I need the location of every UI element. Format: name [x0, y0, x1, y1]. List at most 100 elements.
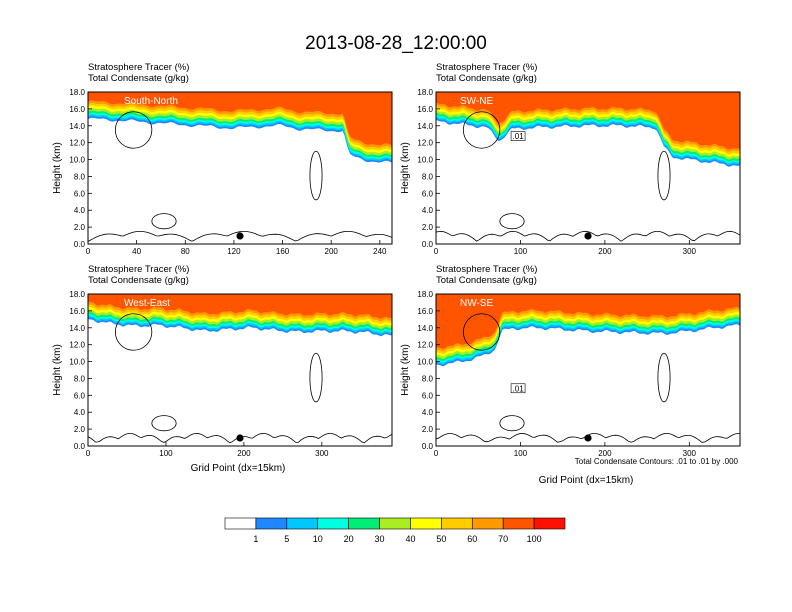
y-tick-label: 18.0 [69, 290, 85, 299]
x-tick-label: 100 [514, 449, 528, 458]
colorbar-box [286, 517, 319, 530]
colorbar-box [224, 517, 257, 530]
x-tick-label: 200 [325, 247, 339, 256]
panel-sw-ne: SW-NE .01 0.0 2.0 4.0 6.0 8.0 10.0 12.0 14.0 16.0 1… [400, 62, 741, 256]
sub-label-tracer: Stratosphere Tracer (%) [88, 264, 189, 275]
y-axis-label: Height (km) [400, 142, 411, 194]
plot-frame [87, 91, 393, 245]
colorbar-box [317, 517, 349, 530]
section-label: West-East [124, 298, 170, 309]
tracer-band [436, 294, 740, 349]
y-tick-label: 2.0 [74, 425, 86, 434]
y-tick-label: 8.0 [422, 374, 434, 383]
y-tick-label: 8.0 [422, 172, 434, 181]
y-tick-label: 6.0 [422, 391, 434, 400]
sub-label-condensate: Total Condensate (g/kg) [436, 73, 537, 84]
y-tick-label: 10.0 [69, 156, 85, 165]
tracer-field [88, 294, 392, 444]
panel-west-east: West-East 0.0 2.0 4.0 6.0 8.0 10.0 12.0 14.0 16.0… [52, 264, 393, 458]
location-marker [236, 232, 244, 240]
tracer-field [436, 92, 740, 242]
y-tick-label: 12.0 [69, 139, 85, 148]
colorbar-box [441, 517, 473, 530]
condensate-contour [309, 352, 323, 403]
colorbar-box [533, 517, 566, 530]
colorbar-box [410, 517, 442, 530]
y-tick-label: 0.0 [422, 240, 434, 249]
y-tick-label: 18.0 [69, 88, 85, 97]
colorbar-label: 10 [313, 534, 323, 544]
x-tick-label: 200 [598, 449, 612, 458]
y-tick-label: 6.0 [74, 189, 86, 198]
condensate-contour [462, 111, 501, 149]
x-tick-label: 40 [132, 247, 141, 256]
colorbar-label: 20 [344, 534, 354, 544]
sub-label-condensate: Total Condensate (g/kg) [88, 73, 189, 84]
x-tick-label: 0 [434, 449, 439, 458]
plot-frame [435, 293, 741, 447]
y-tick-label: 4.0 [74, 408, 86, 417]
tracer-band [88, 294, 392, 319]
tracer-field [88, 92, 392, 242]
colorbar-box [379, 517, 411, 530]
panel-grid: South-North 0.0 2.0 4.0 6.0 8.0 10.0 12.0 14.0 16… [52, 62, 741, 458]
y-tick-label: 2.0 [422, 425, 434, 434]
location-marker [584, 434, 592, 442]
condensate-contour [151, 415, 177, 432]
y-tick-label: 18.0 [417, 290, 433, 299]
y-tick-label: 8.0 [74, 374, 86, 383]
condensate-contour [499, 415, 525, 432]
contour-annotation-box [510, 131, 526, 141]
x-tick-label: 240 [373, 247, 387, 256]
colorbar-box [471, 517, 504, 530]
condensate-contour [114, 313, 153, 351]
y-tick-label: 14.0 [69, 122, 85, 131]
x-tick-label: 300 [315, 449, 329, 458]
colorbar-box [348, 517, 380, 530]
condensate-contour [114, 111, 153, 149]
x-axis-label-left: Grid Point (dx=15km) [191, 463, 286, 474]
y-tick-label: 4.0 [422, 206, 434, 215]
y-tick-label: 12.0 [69, 341, 85, 350]
terrain-line [436, 230, 740, 242]
colorbar-label: 100 [527, 534, 542, 544]
colorbar-box [255, 517, 288, 530]
x-tick-label: 100 [159, 449, 173, 458]
condensate-contour [657, 150, 671, 201]
y-tick-label: 10.0 [69, 358, 85, 367]
x-tick-label: 0 [434, 247, 439, 256]
y-axis-label: Height (km) [52, 142, 63, 194]
x-tick-label: 100 [514, 247, 528, 256]
y-tick-label: 14.0 [417, 324, 433, 333]
colorbar-label: 50 [436, 534, 446, 544]
figure-title: 2013-08-28_12:00:00 [305, 33, 487, 54]
x-tick-label: 300 [683, 449, 697, 458]
y-tick-label: 16.0 [69, 307, 85, 316]
colorbar-label: 40 [405, 534, 415, 544]
x-tick-label: 0 [86, 449, 91, 458]
terrain-line [88, 231, 392, 242]
plot-frame [87, 293, 393, 447]
x-axis-label-right: Grid Point (dx=15km) [539, 475, 634, 486]
x-tick-label: 160 [276, 247, 290, 256]
sub-label-condensate: Total Condensate (g/kg) [88, 275, 189, 286]
panel-nw-se: NW-SE .01 0.0 2.0 4.0 6.0 8.0 10.0 12.0 14.0 16.0 1… [400, 264, 741, 458]
y-tick-label: 14.0 [417, 122, 433, 131]
x-tick-label: 0 [86, 247, 91, 256]
tracer-band [88, 92, 392, 146]
y-tick-label: 2.0 [74, 223, 86, 232]
x-tick-label: 200 [237, 449, 251, 458]
x-tick-label: 300 [683, 247, 697, 256]
y-tick-label: 0.0 [422, 442, 434, 451]
tracer-field [436, 294, 740, 443]
y-tick-label: 6.0 [74, 391, 86, 400]
colorbar-label: 70 [498, 534, 508, 544]
plot-frame [435, 91, 741, 245]
y-tick-label: 2.0 [422, 223, 434, 232]
section-label: NW-SE [460, 298, 493, 309]
colorbar-label: 5 [284, 534, 289, 544]
condensate-contour [151, 213, 177, 230]
y-tick-label: 16.0 [417, 105, 433, 114]
panel-south-north: South-North 0.0 2.0 4.0 6.0 8.0 10.0 12.0 14.0 16… [52, 62, 393, 256]
contour-annotation: .01 [513, 132, 525, 141]
